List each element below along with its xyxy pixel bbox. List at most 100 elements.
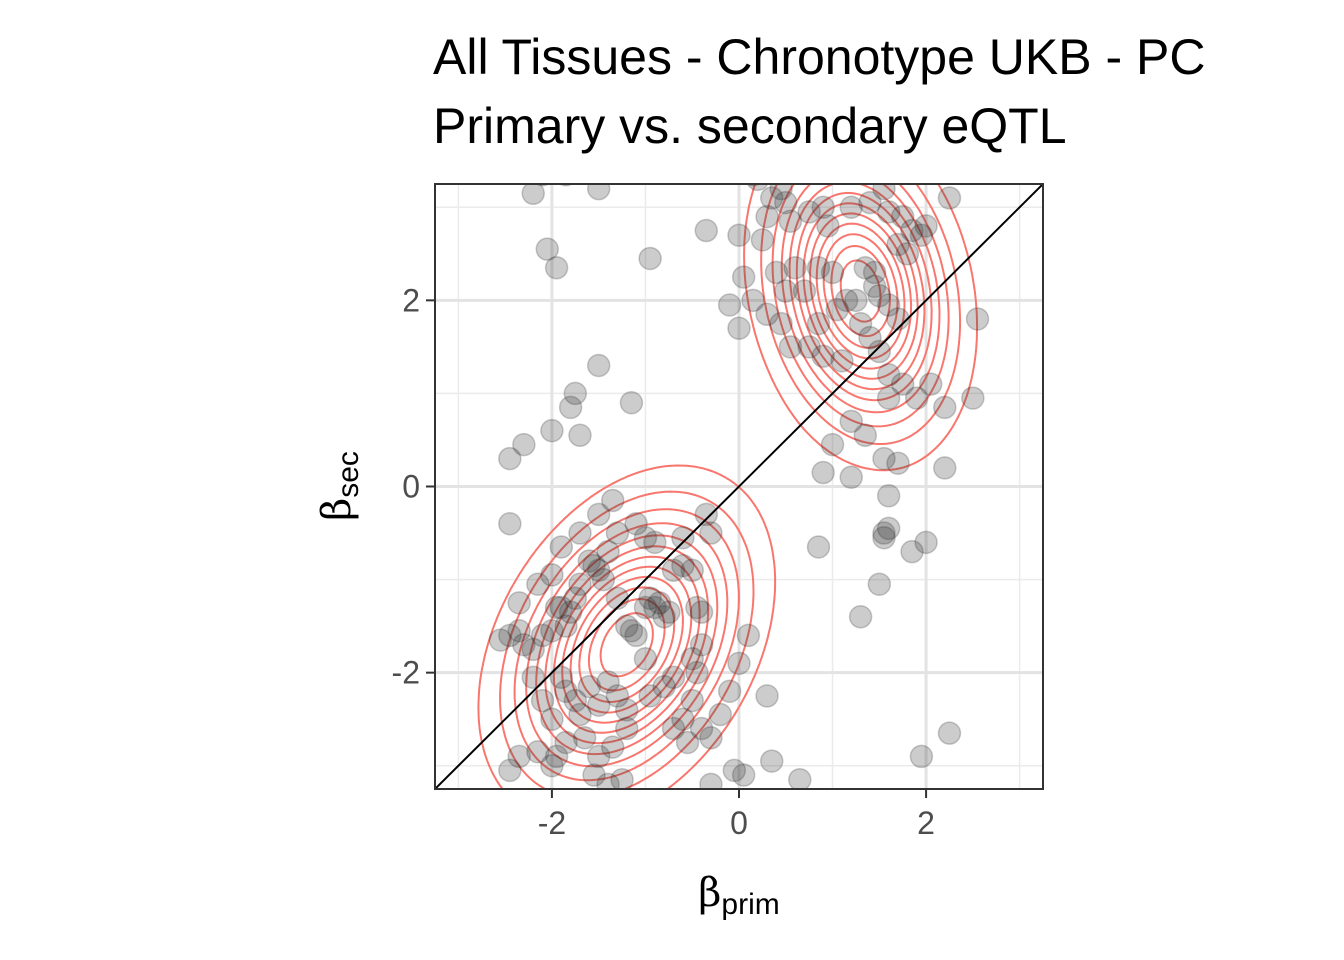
data-point xyxy=(624,511,648,536)
data-point xyxy=(886,307,910,331)
data-point xyxy=(904,386,929,410)
data-point xyxy=(544,256,569,280)
data-point xyxy=(568,572,592,596)
data-point xyxy=(643,595,667,620)
data-point xyxy=(521,665,545,690)
data-point xyxy=(830,349,854,373)
data-point xyxy=(797,335,821,359)
data-point xyxy=(563,381,588,406)
data-point xyxy=(661,558,686,583)
y-axis-title-group: βsec xyxy=(314,451,365,521)
data-point xyxy=(937,186,962,210)
data-point xyxy=(586,693,611,717)
data-point xyxy=(563,688,588,713)
data-point xyxy=(558,184,574,187)
data-point xyxy=(671,553,695,578)
data-point xyxy=(558,395,583,420)
data-point xyxy=(568,423,592,448)
data-point xyxy=(774,190,798,215)
density-contour xyxy=(552,202,919,734)
data-point xyxy=(806,535,831,559)
data-point xyxy=(554,614,578,638)
data-point xyxy=(867,283,892,308)
data-point xyxy=(521,637,545,662)
data-point xyxy=(872,521,896,545)
data-point xyxy=(615,716,639,741)
data-point xyxy=(806,256,831,280)
data-point xyxy=(568,702,592,727)
data-point xyxy=(694,218,719,243)
data-point xyxy=(647,591,672,615)
data-point xyxy=(736,623,761,648)
data-point xyxy=(535,237,559,261)
data-point xyxy=(521,184,545,206)
data-point xyxy=(708,702,733,727)
data-point xyxy=(820,260,845,285)
data-point xyxy=(526,740,550,764)
data-point xyxy=(582,763,606,787)
data-point xyxy=(540,418,564,443)
data-point xyxy=(530,623,555,648)
data-point xyxy=(876,293,901,317)
data-point xyxy=(788,767,812,789)
data-point xyxy=(699,521,723,545)
data-point xyxy=(872,184,896,201)
data-point xyxy=(867,339,892,364)
data-point xyxy=(671,525,695,550)
y-tick-label: -2 xyxy=(392,655,420,691)
data-point xyxy=(586,502,611,527)
density-contour xyxy=(499,184,962,789)
data-point xyxy=(554,679,578,704)
density-contour xyxy=(544,191,926,745)
data-point xyxy=(876,484,901,508)
y-tick-label: 2 xyxy=(402,282,420,318)
data-point xyxy=(643,530,667,555)
data-point xyxy=(633,595,658,620)
data-point xyxy=(661,665,686,690)
data-point xyxy=(600,488,625,513)
data-point xyxy=(586,558,611,583)
density-contour xyxy=(513,184,950,782)
data-point xyxy=(680,646,704,671)
data-point xyxy=(572,726,597,750)
data-point xyxy=(746,184,769,192)
data-point xyxy=(769,311,793,336)
data-point xyxy=(914,214,938,238)
data-point xyxy=(680,688,704,713)
density-contour xyxy=(569,222,906,714)
data-point xyxy=(591,567,616,592)
density-contour xyxy=(578,233,899,703)
data-point xyxy=(605,521,630,545)
data-point xyxy=(600,735,625,759)
density-contour xyxy=(535,184,933,756)
data-point xyxy=(675,730,700,755)
density-contour xyxy=(561,212,913,724)
data-point xyxy=(797,200,821,224)
data-point xyxy=(937,721,962,745)
data-point xyxy=(876,386,901,410)
data-point xyxy=(577,549,602,573)
data-point xyxy=(839,465,863,489)
data-point xyxy=(568,521,592,545)
data-point xyxy=(652,605,676,629)
data-point xyxy=(890,204,915,229)
data-point xyxy=(811,195,835,220)
data-point xyxy=(689,600,714,624)
data-point xyxy=(722,758,747,783)
data-point xyxy=(727,223,751,247)
data-point xyxy=(909,223,934,247)
data-point xyxy=(872,446,896,471)
density-contours xyxy=(477,184,979,789)
data-point xyxy=(596,772,620,789)
data-point xyxy=(965,307,990,331)
data-point xyxy=(689,632,714,657)
data-point xyxy=(876,200,901,224)
data-point xyxy=(853,423,878,448)
data-point xyxy=(876,363,901,387)
data-point xyxy=(605,684,630,708)
data-point xyxy=(615,614,639,638)
data-point xyxy=(694,502,719,527)
data-point xyxy=(816,214,840,238)
data-point xyxy=(582,553,606,578)
data-point xyxy=(689,716,714,741)
